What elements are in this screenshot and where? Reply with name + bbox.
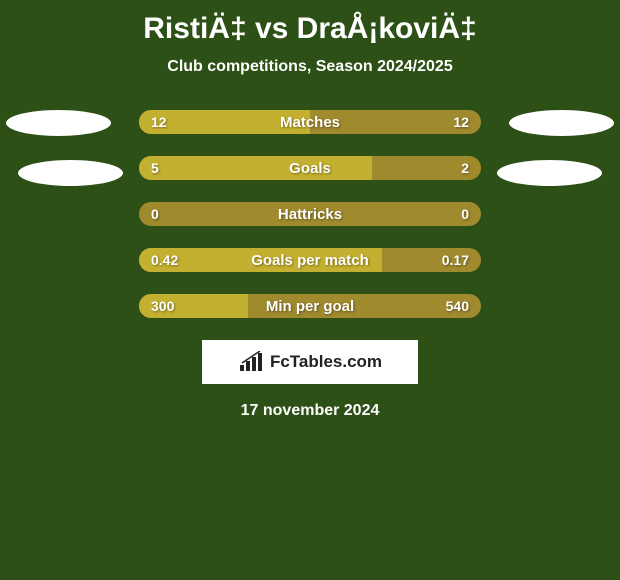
stat-label: Goals [139,156,481,180]
stat-row: 300540Min per goal [139,294,481,318]
stat-label: Hattricks [139,202,481,226]
stat-row: 0.420.17Goals per match [139,248,481,272]
fctables-logo[interactable]: FcTables.com [202,340,418,384]
left-player-oval-2 [18,160,123,186]
right-player-oval-2 [497,160,602,186]
stat-label: Goals per match [139,248,481,272]
logo-text: FcTables.com [270,352,382,372]
stat-label: Min per goal [139,294,481,318]
stat-row: 1212Matches [139,110,481,134]
subtitle: Club competitions, Season 2024/2025 [0,58,620,76]
chart-icon [238,351,264,373]
page-title: RistiÄ‡ vs DraÅ¡koviÄ‡ [0,0,620,46]
rows-container: 1212Matches 52Goals 00Hattricks 0.420.17Goa… [0,110,620,318]
stat-label: Matches [139,110,481,134]
right-player-oval-1 [509,110,614,136]
stat-row: 00Hattricks [139,202,481,226]
left-player-oval-1 [6,110,111,136]
comparison-chart: 1212Matches 52Goals 00Hattricks 0.420.17Goa… [0,110,620,420]
stat-row: 52Goals [139,156,481,180]
date-text: 17 november 2024 [0,402,620,420]
